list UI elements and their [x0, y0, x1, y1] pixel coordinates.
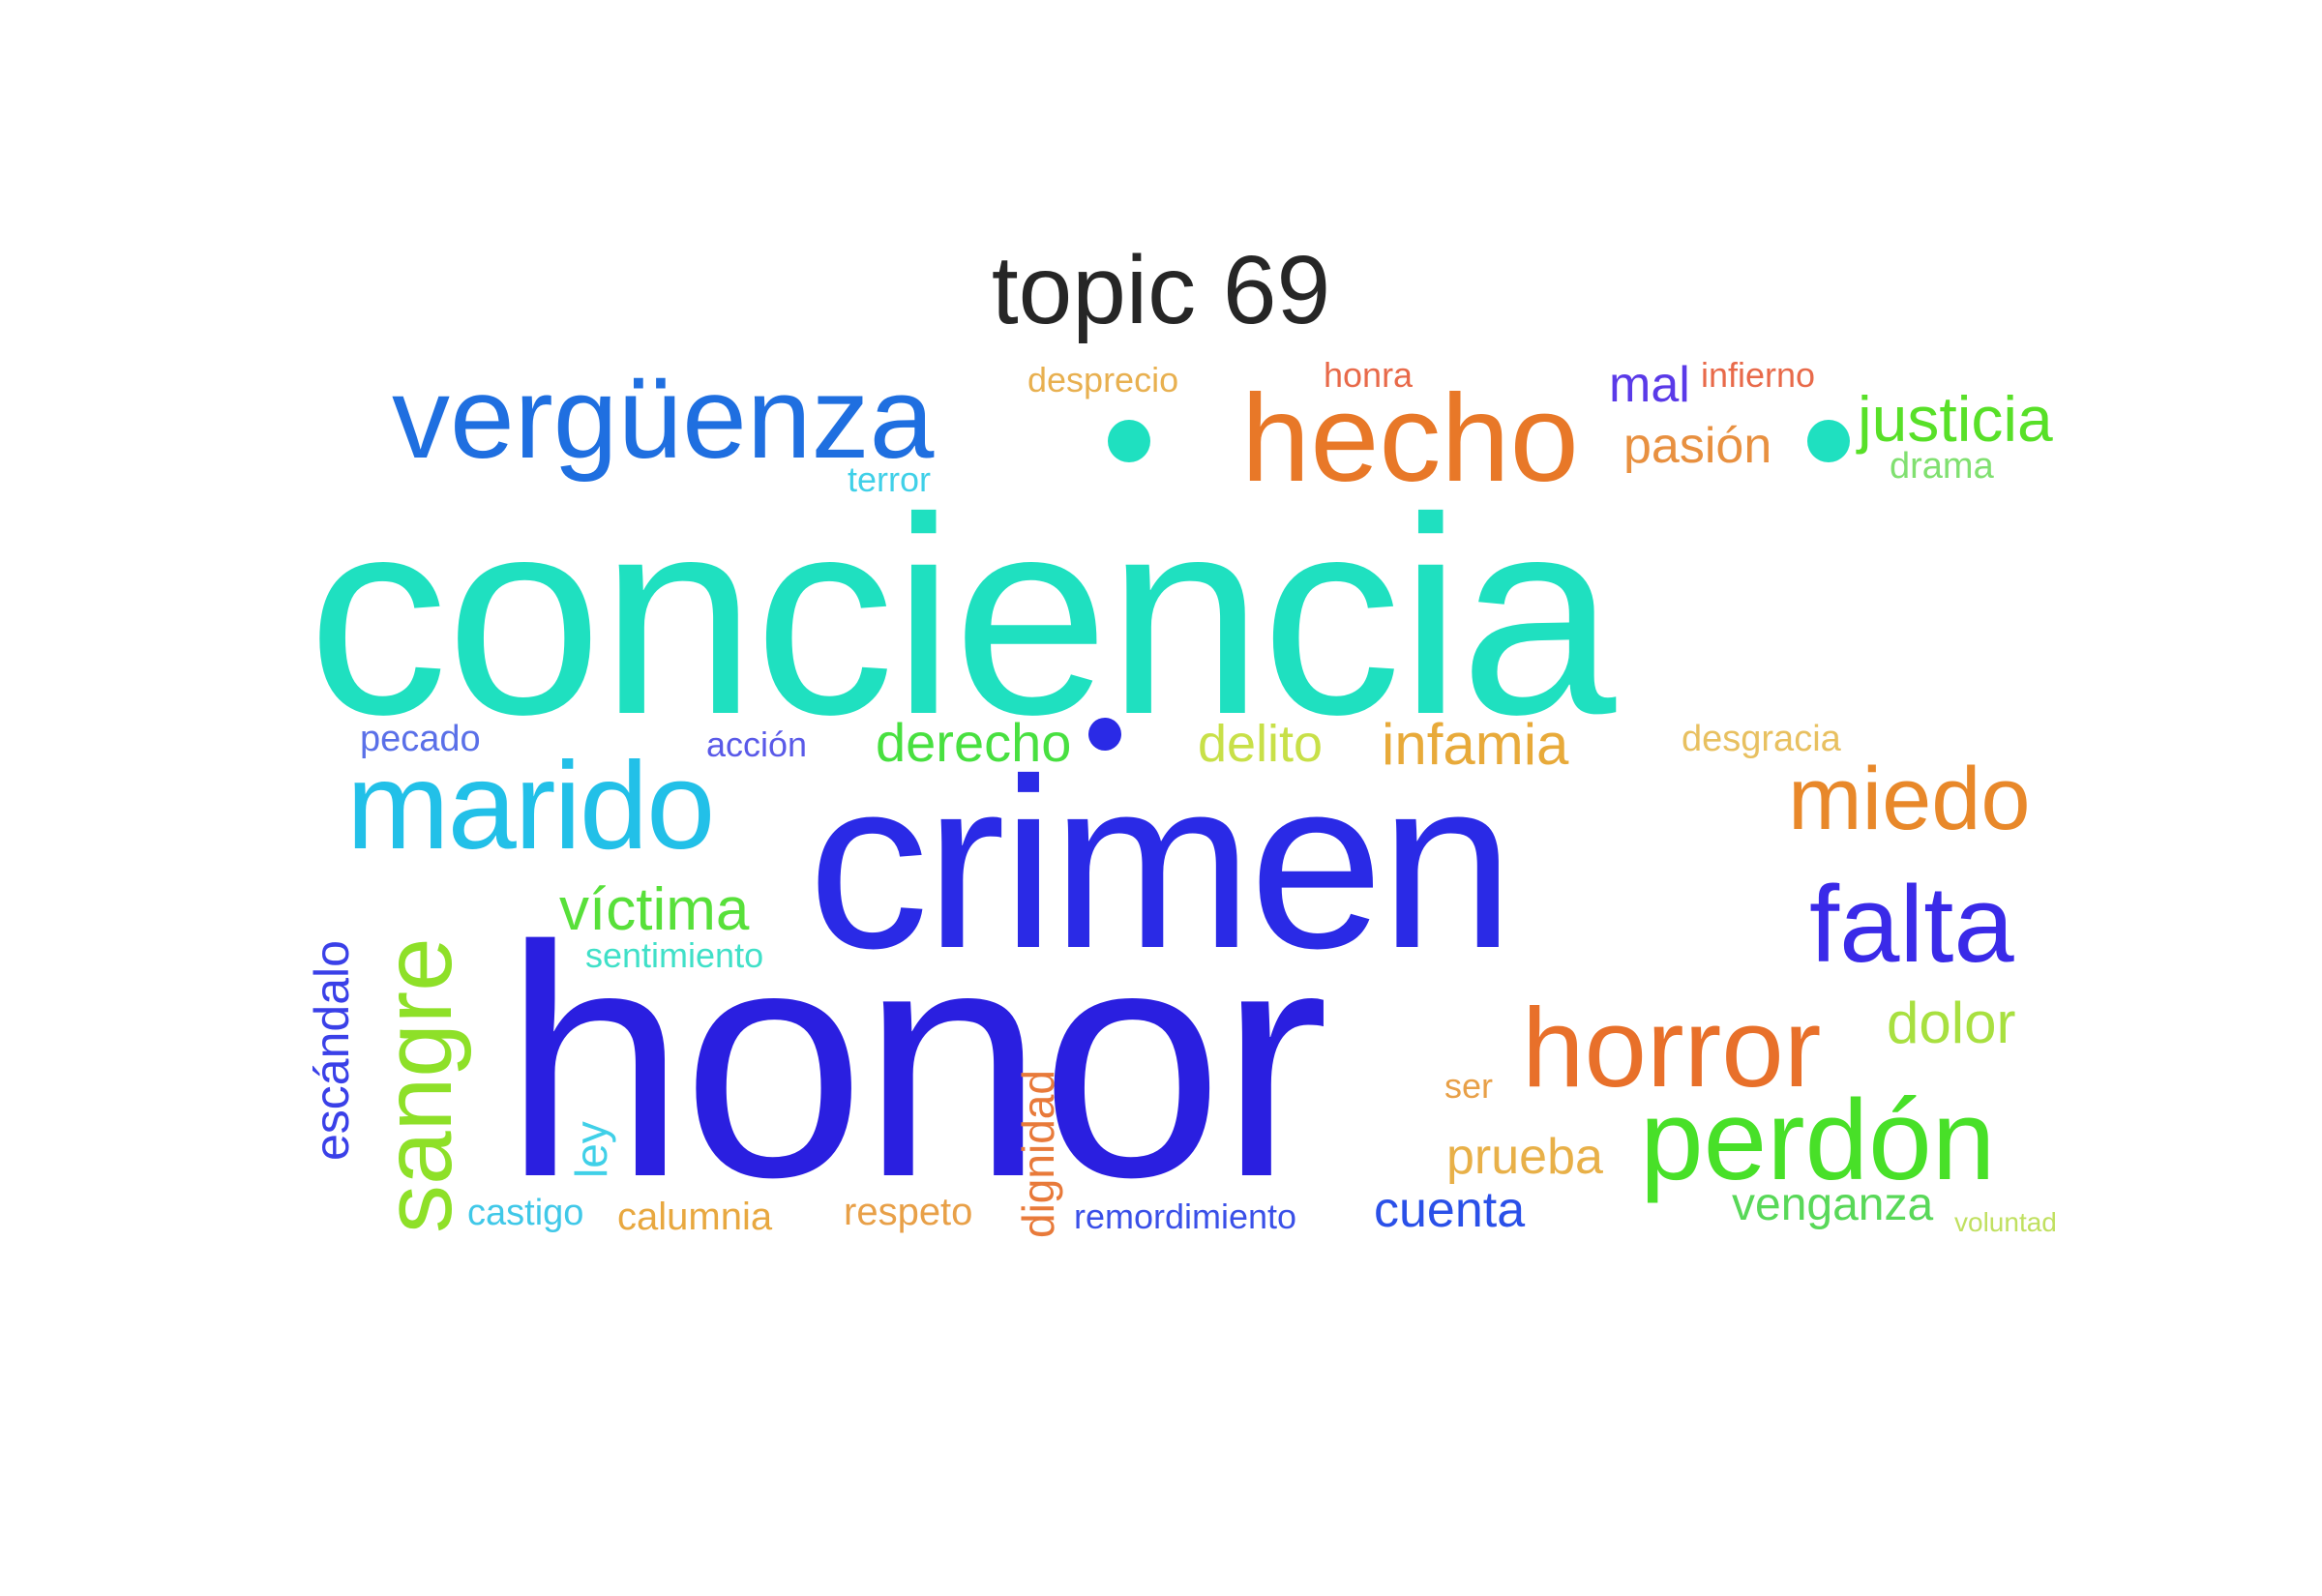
- word-delito: delito: [1198, 715, 1324, 773]
- word-calumnia: calumnia: [617, 1196, 773, 1238]
- dot-2: [1807, 420, 1850, 462]
- word-sentimiento: sentimiento: [585, 935, 764, 975]
- word-honor: honor: [503, 878, 1329, 1246]
- word-pasion: pasión: [1623, 418, 1772, 474]
- word-escandalo: escándalo: [305, 940, 359, 1161]
- word-miedo: miedo: [1788, 750, 2031, 848]
- word-castigo: castigo: [467, 1193, 584, 1233]
- word-infierno: infierno: [1701, 355, 1816, 395]
- word-crimen: crimen: [808, 728, 1514, 998]
- word-dolor: dolor: [1887, 990, 2016, 1055]
- word-prueba: prueba: [1446, 1129, 1603, 1185]
- word-terror: terror: [848, 459, 932, 499]
- word-honra: honra: [1324, 355, 1414, 395]
- dot-1: [1108, 420, 1150, 462]
- word-pecado: pecado: [360, 719, 481, 759]
- word-respeto: respeto: [844, 1191, 973, 1233]
- word-voluntad: voluntad: [1954, 1207, 2057, 1237]
- word-victima: víctima: [559, 876, 750, 943]
- word-ser: ser: [1444, 1066, 1494, 1106]
- word-desprecio: desprecio: [1027, 360, 1179, 399]
- word-cuenta: cuenta: [1374, 1182, 1526, 1238]
- word-drama: drama: [1890, 446, 1994, 487]
- dot-3: [1088, 718, 1121, 751]
- word-mal: mal: [1609, 357, 1690, 413]
- word-falta: falta: [1809, 864, 2014, 985]
- word-dignidad: dignidad: [1013, 1070, 1063, 1238]
- word-perdon: perdón: [1640, 1077, 1996, 1204]
- word-venganza: venganza: [1732, 1179, 1934, 1230]
- word-sangre: sangre: [364, 937, 472, 1233]
- word-conciencia: conciencia: [308, 459, 1616, 773]
- word-remordimiento: remordimiento: [1074, 1197, 1297, 1236]
- word-accion: acción: [706, 724, 808, 764]
- word-hecho: hecho: [1241, 369, 1579, 508]
- word-horror: horror: [1522, 985, 1822, 1110]
- word-verguenza: vergüenza: [392, 353, 935, 483]
- word-justicia: justicia: [1858, 383, 2053, 455]
- word-ley: ley: [566, 1121, 616, 1178]
- word-derecho: derecho: [876, 712, 1072, 773]
- word-marido: marido: [346, 737, 715, 875]
- page-title: topic 69: [991, 236, 1331, 344]
- word-infamia: infamia: [1382, 712, 1569, 777]
- word-desgracia: desgracia: [1682, 719, 1841, 759]
